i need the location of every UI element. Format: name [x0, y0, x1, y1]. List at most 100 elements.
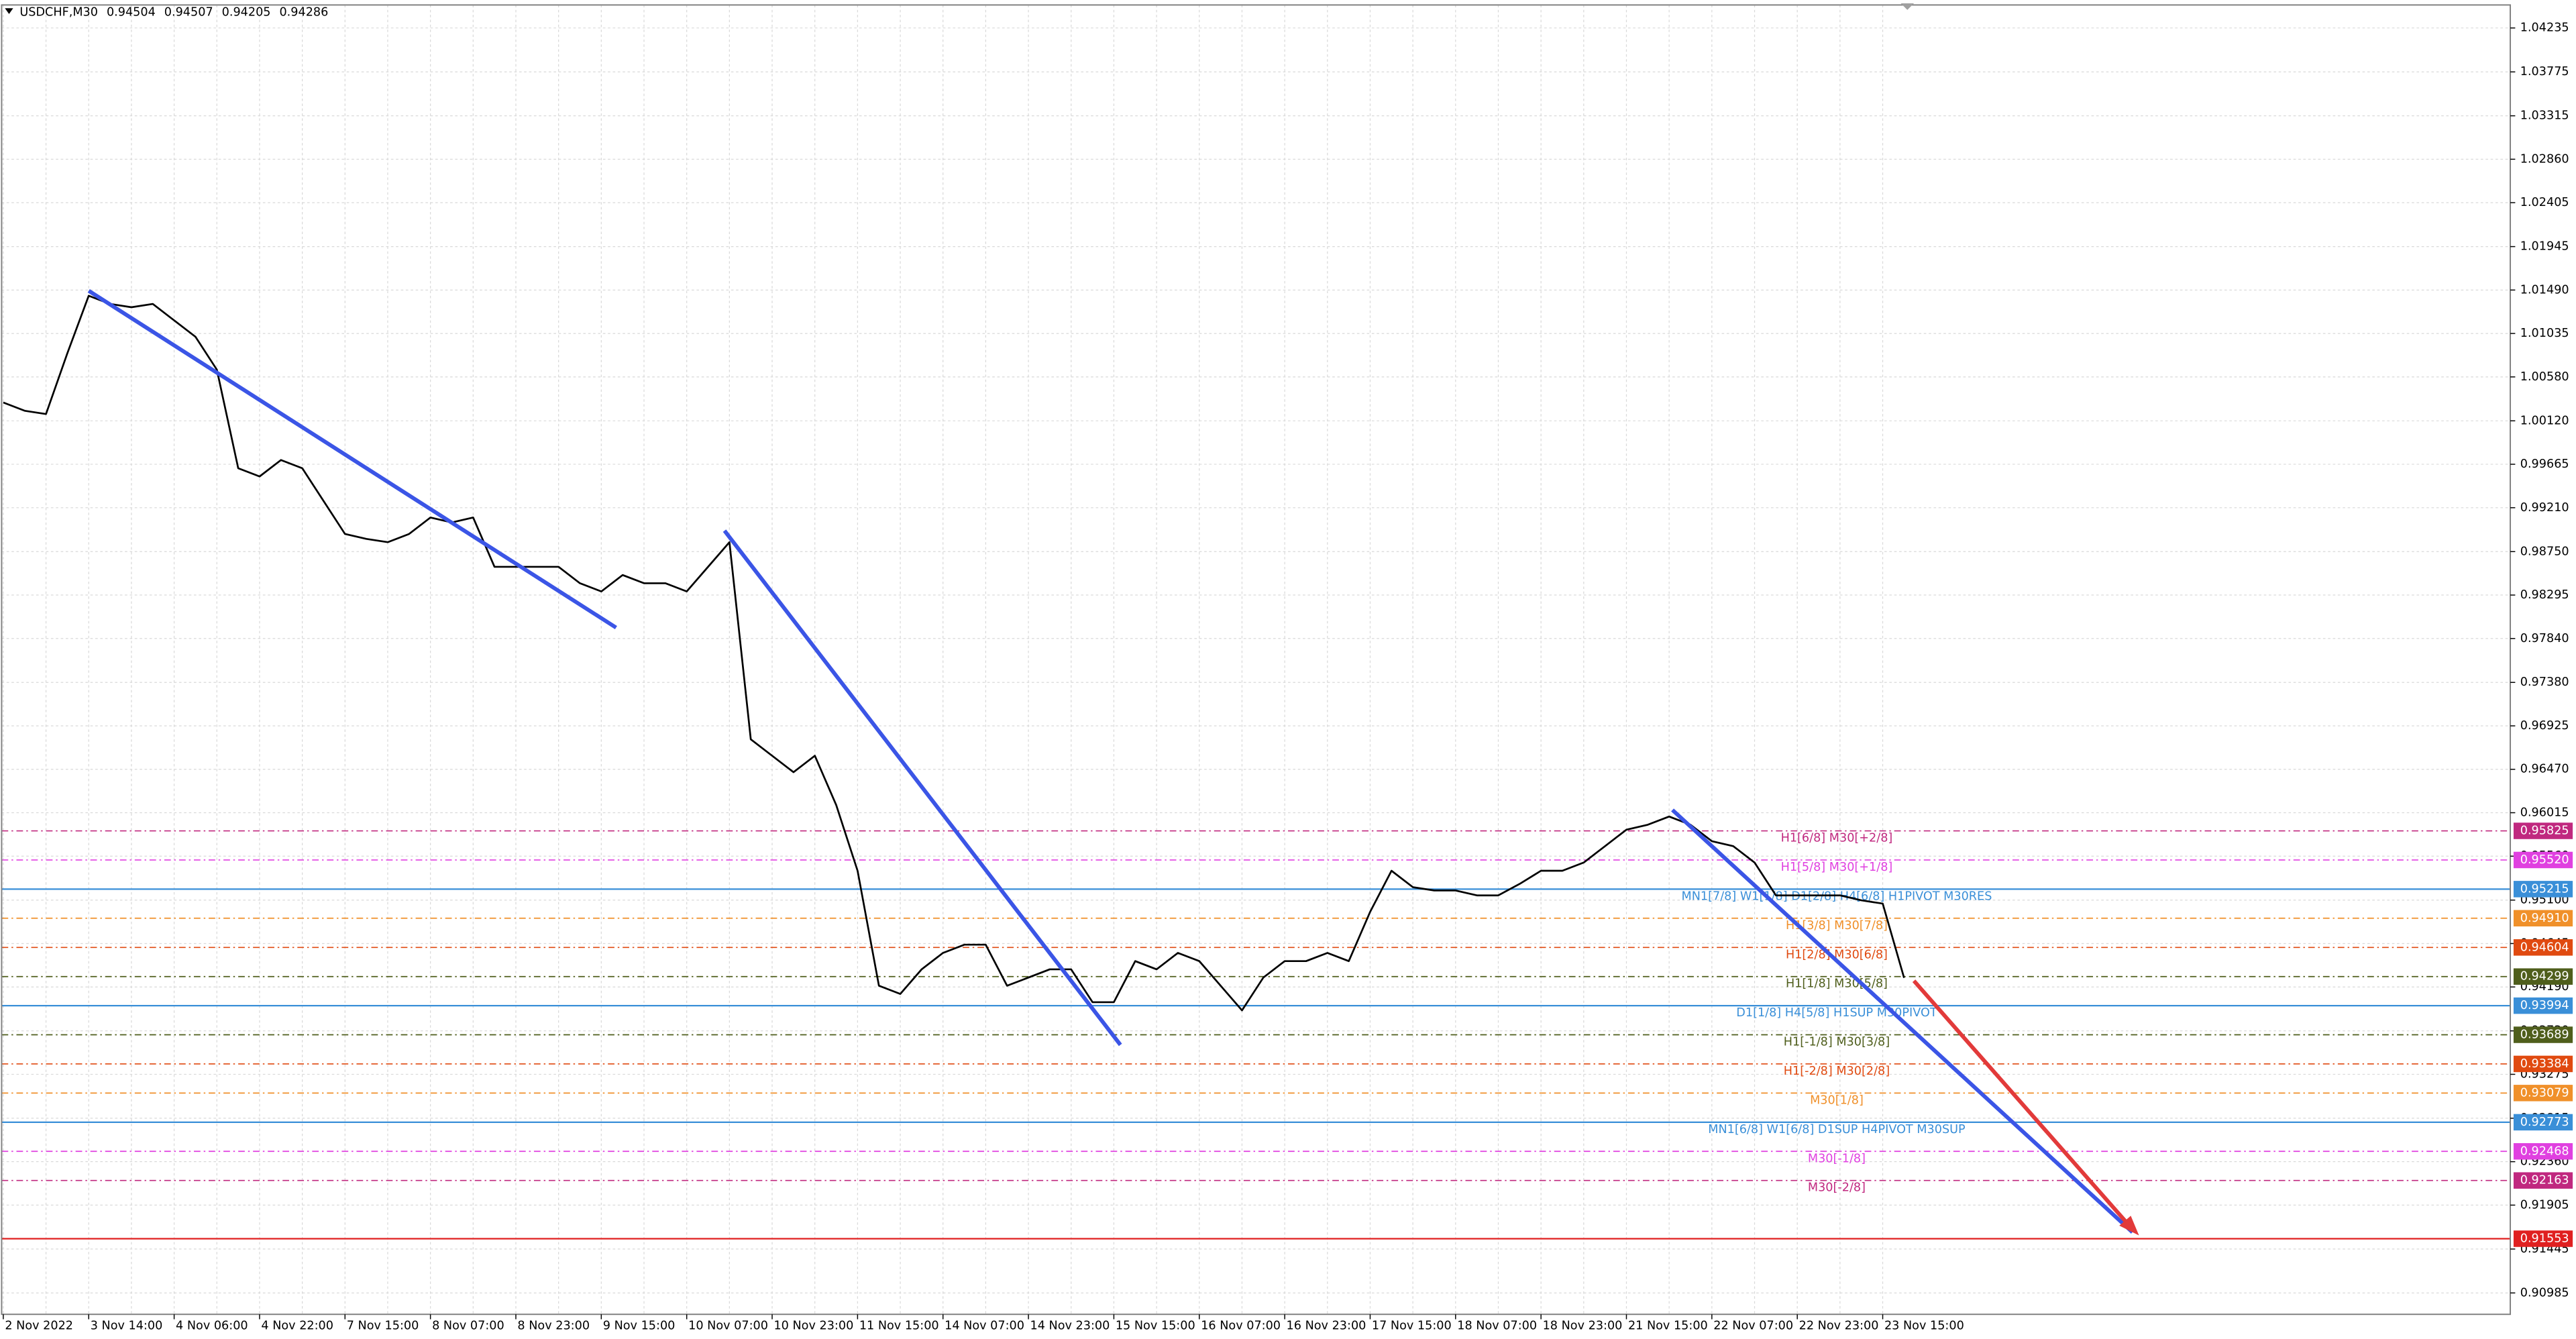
level-label: M30[1/8]	[1810, 1093, 1864, 1107]
level-label: MN1[7/8] W1[1/8] D1[2/8] H4[6/8] H1PIVOT…	[1682, 890, 1992, 903]
price-box-label: 0.94910	[2520, 912, 2569, 925]
level-layer: H1[6/8] M30[+2/8] H1[5/8] M30[+1/8] MN1[7/…	[1, 830, 2511, 1240]
price-box	[2513, 1114, 2573, 1131]
level-label: MN1[6/8] W1[6/8] D1SUP H4PIVOT M30SUP	[1708, 1123, 1966, 1136]
x-tick-label: 11 Nov 15:00	[859, 1319, 939, 1332]
symbol: USDCHF,M30	[19, 5, 98, 19]
y-tick-label: 0.98750	[2520, 545, 2569, 558]
price-box-label: 0.93689	[2520, 1028, 2569, 1042]
level-label: H1[5/8] M30[+1/8]	[1781, 861, 1893, 874]
level-label: D1[1/8] H4[5/8] H1SUP M30PIVOT	[1736, 1006, 1937, 1020]
x-tick-label: 2 Nov 2022	[5, 1319, 73, 1332]
price-box	[2513, 910, 2573, 927]
price-box-label: 0.92773	[2520, 1116, 2569, 1129]
price-line	[3, 294, 1905, 1012]
y-tick-label: 0.96015	[2520, 806, 2569, 820]
arrow-line[interactable]	[1912, 979, 2133, 1229]
price-box-label: 0.92468	[2520, 1144, 2569, 1158]
level-label: H1[6/8] M30[+2/8]	[1781, 832, 1893, 845]
x-tick-label: 10 Nov 07:00	[688, 1319, 768, 1332]
price-box	[2513, 822, 2573, 839]
x-tick-label: 14 Nov 23:00	[1030, 1319, 1110, 1332]
x-tick-label: 8 Nov 07:00	[432, 1319, 504, 1332]
level-label: M30[-1/8]	[1808, 1152, 1866, 1165]
y-tick-label: 0.99665	[2520, 458, 2569, 471]
plot-frame	[1, 4, 2512, 1316]
open: 0.94504	[107, 5, 156, 19]
x-tick-label: 4 Nov 06:00	[176, 1319, 248, 1332]
y-tick-label: 1.02860	[2520, 152, 2569, 166]
price-box	[2513, 1026, 2573, 1043]
x-tick-label: 9 Nov 15:00	[603, 1319, 676, 1332]
price-box	[2513, 968, 2573, 985]
x-tick-label: 16 Nov 07:00	[1201, 1319, 1281, 1332]
y-tick-label: 0.97380	[2520, 676, 2569, 689]
x-tick-label: 18 Nov 07:00	[1457, 1319, 1537, 1332]
close: 0.94286	[279, 5, 328, 19]
x-tick-label: 23 Nov 15:00	[1884, 1319, 1964, 1332]
price-box	[2513, 881, 2573, 898]
y-tick-label: 1.01490	[2520, 283, 2569, 297]
trend-line[interactable]	[1671, 808, 2134, 1234]
price-box-label: 0.95825	[2520, 824, 2569, 838]
x-tick-label: 10 Nov 23:00	[773, 1319, 853, 1332]
x-tick-label: 7 Nov 15:00	[347, 1319, 419, 1332]
y-tick-label: 1.03315	[2520, 109, 2569, 123]
y-tick-label: 1.02405	[2520, 196, 2569, 209]
menu-triangle[interactable]	[5, 8, 13, 14]
x-tick-label: 3 Nov 14:00	[91, 1319, 163, 1332]
x-tick-label: 8 Nov 23:00	[517, 1319, 590, 1332]
price-box-label: 0.92163	[2520, 1174, 2569, 1187]
price-box	[2513, 1172, 2573, 1189]
high: 0.94507	[164, 5, 213, 19]
chart-header: USDCHF,M30 0.94504 0.94507 0.94205 0.942…	[19, 5, 328, 19]
y-tick-label: 0.96470	[2520, 763, 2569, 776]
trend-line[interactable]	[87, 289, 617, 630]
price-box	[2513, 1230, 2573, 1247]
shift-marker[interactable]	[1900, 3, 1915, 10]
x-tick-label: 21 Nov 15:00	[1628, 1319, 1708, 1332]
x-tick-label: 18 Nov 23:00	[1543, 1319, 1623, 1332]
level-label: H1[3/8] M30[7/8]	[1786, 919, 1888, 932]
level-label: H1[1/8] M30[5/8]	[1786, 977, 1888, 991]
level-label: H1[-1/8] M30[3/8]	[1784, 1036, 1890, 1049]
price-box	[2513, 1085, 2573, 1102]
y-tick-label: 0.90985	[2520, 1286, 2569, 1299]
x-tick-label: 4 Nov 22:00	[261, 1319, 333, 1332]
x-tick-label: 15 Nov 15:00	[1116, 1319, 1195, 1332]
x-tick-label: 17 Nov 15:00	[1372, 1319, 1452, 1332]
x-tick-label: 14 Nov 07:00	[945, 1319, 1024, 1332]
trend-lines	[87, 289, 2139, 1236]
y-tick-label: 1.03775	[2520, 65, 2569, 78]
price-box	[2513, 1055, 2573, 1073]
price-box-label: 0.93079	[2520, 1086, 2569, 1100]
axis-layer: 1.04235 1.03775 1.03315 1.02860 1.02405 1.019…	[3, 21, 2573, 1332]
price-box	[2513, 997, 2573, 1014]
y-tick-label: 1.04235	[2520, 21, 2569, 35]
y-tick-label: 0.97840	[2520, 632, 2569, 645]
level-label: H1[-2/8] M30[2/8]	[1784, 1065, 1890, 1078]
price-box-label: 0.94299	[2520, 970, 2569, 983]
grid-layer	[1, 5, 2511, 1315]
price-box-label: 0.94604	[2520, 941, 2569, 954]
x-tick-label: 22 Nov 07:00	[1713, 1319, 1793, 1332]
price-box	[2513, 1143, 2573, 1160]
y-tick-label: 0.91905	[2520, 1198, 2569, 1212]
price-box-label: 0.91553	[2520, 1232, 2569, 1246]
y-tick-label: 0.98295	[2520, 588, 2569, 602]
y-tick-label: 1.00120	[2520, 414, 2569, 427]
y-tick-label: 1.01945	[2520, 240, 2569, 254]
price-box-label: 0.93994	[2520, 999, 2569, 1012]
price-box-label: 0.95520	[2520, 853, 2569, 867]
price-box-label: 0.95215	[2520, 882, 2569, 896]
price-box	[2513, 851, 2573, 869]
low: 0.94205	[222, 5, 271, 19]
arrow-head	[2119, 1216, 2139, 1236]
y-tick-label: 0.96925	[2520, 719, 2569, 733]
price-box-label: 0.93384	[2520, 1057, 2569, 1071]
y-tick-label: 1.01035	[2520, 327, 2569, 340]
trend-line[interactable]	[722, 529, 1122, 1047]
